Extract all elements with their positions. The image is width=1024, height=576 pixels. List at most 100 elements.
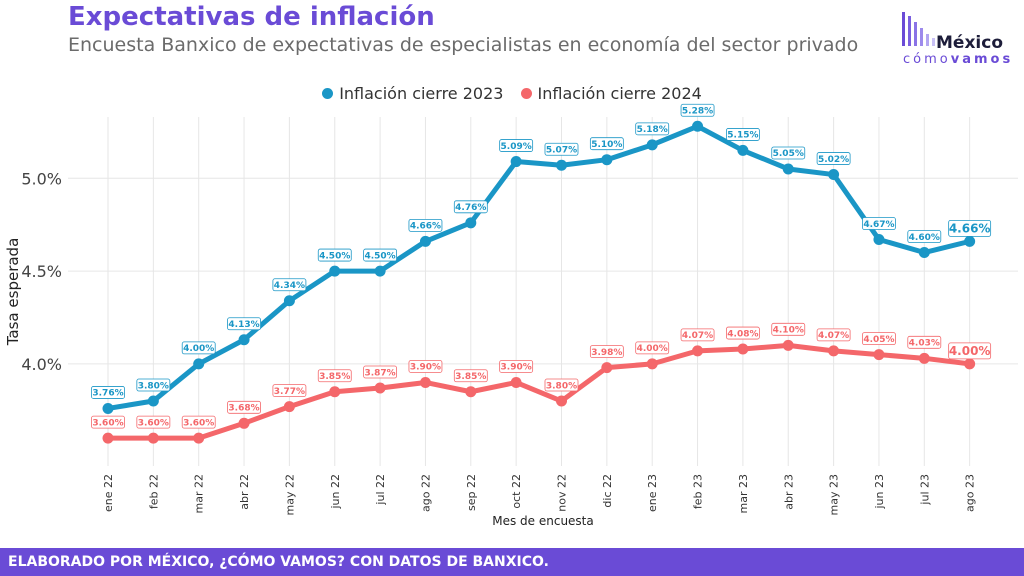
data-label-2023: 5.02% bbox=[818, 155, 849, 165]
data-point-2024 bbox=[782, 339, 794, 351]
page-subtitle: Encuesta Banxico de expectativas de espe… bbox=[68, 34, 859, 56]
data-label-2023: 4.76% bbox=[455, 203, 486, 213]
data-point-2024 bbox=[601, 362, 613, 374]
x-tick-label: ago 23 bbox=[964, 474, 977, 512]
data-point-2023 bbox=[238, 334, 250, 346]
data-label-box-2023 bbox=[907, 230, 942, 243]
data-label-2023: 4.66% bbox=[949, 222, 991, 236]
x-tick-label: mar 23 bbox=[737, 474, 750, 513]
data-label-box-2024 bbox=[227, 400, 261, 414]
legend-item-2024[interactable]: Inflación cierre 2024 bbox=[520, 84, 702, 103]
data-label-2023: 4.00% bbox=[183, 344, 214, 354]
logo-word-como: cómo bbox=[903, 52, 951, 67]
data-label-box-2023 bbox=[544, 142, 579, 156]
logo-word-como-vamos: cómovamos bbox=[903, 52, 1013, 67]
data-label-box-2024 bbox=[91, 415, 125, 429]
page-title: Expectativas de inflación bbox=[68, 2, 435, 32]
data-point-2024 bbox=[283, 401, 295, 413]
x-tick-label: may 23 bbox=[828, 474, 841, 515]
data-label-box-2024 bbox=[136, 415, 171, 429]
data-label-box-2024 bbox=[680, 328, 715, 342]
x-axis-title: Mes de encuesta bbox=[492, 514, 594, 528]
data-label-box-2023 bbox=[91, 386, 125, 399]
legend-item-2023[interactable]: Inflación cierre 2023 bbox=[322, 84, 503, 103]
data-point-2023 bbox=[510, 156, 522, 168]
data-label-2023: 5.15% bbox=[727, 131, 758, 141]
data-label-box-2024 bbox=[948, 342, 992, 360]
data-point-2023 bbox=[374, 265, 386, 277]
data-label-2023: 5.07% bbox=[546, 146, 577, 156]
legend-label-2023: Inflación cierre 2023 bbox=[339, 84, 504, 103]
data-label-box-2023 bbox=[408, 218, 443, 232]
data-label-2024: 3.90% bbox=[501, 363, 532, 373]
data-point-2024 bbox=[737, 343, 749, 355]
data-point-2023 bbox=[329, 265, 341, 277]
data-point-2024 bbox=[964, 358, 976, 370]
data-point-2023 bbox=[964, 235, 976, 247]
data-label-box-2023 bbox=[589, 137, 624, 151]
data-label-2023: 4.66% bbox=[410, 222, 441, 232]
data-point-2024 bbox=[692, 345, 704, 357]
data-label-2024: 3.85% bbox=[319, 372, 350, 382]
data-label-box-2024 bbox=[589, 345, 624, 359]
data-label-box-2024 bbox=[726, 326, 760, 340]
footer-credit: ELABORADO POR MÉXICO, ¿CÓMO VAMOS? CON D… bbox=[0, 548, 1024, 576]
logo-word-mexico: México bbox=[936, 33, 1003, 53]
data-point-2024 bbox=[510, 376, 522, 388]
data-label-box-2024 bbox=[907, 335, 942, 349]
data-label-box-2023 bbox=[317, 248, 352, 262]
data-label-box-2023 bbox=[771, 146, 806, 160]
data-point-2024 bbox=[238, 417, 250, 429]
y-tick-label: 4.5% bbox=[21, 262, 62, 281]
legend-dot-2023-icon bbox=[322, 88, 334, 99]
data-point-2024 bbox=[646, 358, 658, 370]
x-tick-label: dic 22 bbox=[601, 474, 614, 508]
data-label-2024: 3.68% bbox=[228, 404, 259, 414]
data-point-2024 bbox=[193, 432, 205, 444]
data-label-2023: 5.05% bbox=[773, 149, 804, 159]
x-tick-label: feb 23 bbox=[692, 474, 705, 509]
data-point-2023 bbox=[918, 247, 930, 259]
data-point-2024 bbox=[465, 386, 477, 398]
data-label-box-2024 bbox=[816, 328, 851, 342]
data-point-2023 bbox=[646, 139, 658, 151]
x-tick-label: oct 22 bbox=[510, 474, 523, 509]
data-label-box-2023 bbox=[862, 217, 896, 230]
data-label-box-2023 bbox=[680, 103, 715, 117]
data-point-2023 bbox=[737, 144, 749, 156]
data-label-2023: 5.10% bbox=[591, 140, 622, 150]
x-tick-label: mar 22 bbox=[193, 474, 206, 513]
x-tick-label: jun 22 bbox=[329, 474, 342, 510]
data-label-2024: 3.87% bbox=[364, 368, 395, 378]
data-label-box-2023 bbox=[635, 122, 670, 136]
data-point-2024 bbox=[419, 376, 431, 388]
data-point-2023 bbox=[873, 234, 885, 246]
data-label-box-2024 bbox=[317, 369, 352, 383]
data-point-2023 bbox=[601, 154, 613, 166]
x-tick-label: abr 23 bbox=[782, 474, 795, 510]
x-tick-label: sep 22 bbox=[465, 474, 478, 511]
x-tick-label: jul 23 bbox=[918, 474, 931, 506]
x-tick-label: abr 22 bbox=[238, 474, 251, 510]
data-point-2023 bbox=[828, 169, 840, 181]
data-label-box-2024 bbox=[363, 365, 398, 379]
data-point-2023 bbox=[782, 163, 794, 175]
data-point-2024 bbox=[147, 432, 159, 444]
data-label-2024: 3.60% bbox=[183, 418, 214, 428]
data-label-2023: 4.67% bbox=[863, 220, 894, 230]
data-point-2024 bbox=[828, 345, 840, 357]
x-tick-label: jun 23 bbox=[873, 474, 886, 510]
data-label-2024: 4.00% bbox=[949, 344, 991, 358]
data-label-box-2024 bbox=[544, 378, 579, 392]
data-point-2024 bbox=[873, 349, 885, 361]
data-point-2023 bbox=[465, 217, 477, 229]
data-label-2023: 5.18% bbox=[637, 125, 668, 135]
data-label-2024: 4.08% bbox=[727, 329, 758, 339]
x-tick-label: ago 22 bbox=[419, 474, 432, 512]
data-label-2023: 4.13% bbox=[228, 320, 259, 330]
data-label-2023: 5.09% bbox=[501, 142, 532, 152]
data-label-2024: 3.80% bbox=[546, 381, 577, 391]
data-label-box-2023 bbox=[948, 219, 992, 237]
mexico-como-vamos-logo: México cómovamos bbox=[900, 10, 1020, 70]
chart-legend: Inflación cierre 2023 Inflación cierre 2… bbox=[0, 84, 1024, 103]
